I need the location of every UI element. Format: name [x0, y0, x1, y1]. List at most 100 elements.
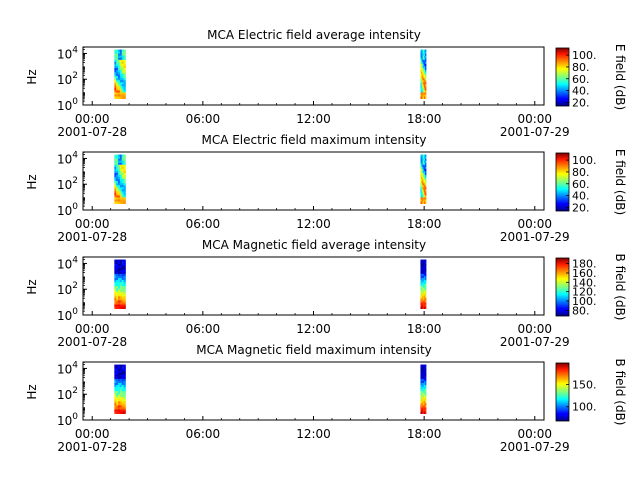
- spectrogram-cell: [121, 368, 124, 372]
- spectrogram-cell: [421, 49, 423, 53]
- spectrogram-cell: [422, 90, 424, 93]
- spectrogram-cell: [123, 261, 126, 265]
- spectrogram-cell: [424, 395, 426, 398]
- spectrogram-cell: [420, 296, 422, 299]
- spectrogram-cell: [421, 302, 423, 305]
- panel-title: MCA Magnetic field average intensity: [202, 238, 426, 252]
- spectrogram-cell: [421, 53, 423, 57]
- spectrogram-cell: [118, 294, 121, 297]
- spectrogram-cell: [425, 284, 427, 287]
- spectrogram-cell: [116, 393, 119, 396]
- spectrogram-cell: [119, 409, 123, 412]
- spectrogram-cell: [424, 51, 426, 55]
- spectrogram-cell: [422, 298, 424, 301]
- spectrogram-cell: [422, 49, 424, 53]
- spectrogram-cell: [121, 61, 124, 65]
- spectrogram-cell: [421, 199, 423, 202]
- spectrogram-cell: [423, 170, 425, 174]
- spectrogram-cell: [119, 259, 123, 263]
- spectrogram-cell: [425, 154, 427, 158]
- colorbar-ticks: 80.100.120.140.160.180.: [566, 258, 597, 317]
- burst-1: [420, 154, 427, 204]
- spectrogram-cell: [114, 401, 117, 404]
- spectrogram-cell: [422, 57, 424, 61]
- spectrogram-cell: [121, 166, 124, 170]
- spectrogram-cell: [424, 271, 426, 275]
- spectrogram-cell: [118, 399, 121, 402]
- spectrogram-cell: [123, 69, 126, 73]
- spectrogram-cell: [425, 275, 427, 279]
- spectrogram-cell: [116, 59, 119, 63]
- spectrogram-cell: [118, 300, 121, 303]
- spectrogram-cell: [420, 57, 422, 61]
- spectrogram-cell: [119, 403, 123, 406]
- spectrogram-cell: [118, 174, 121, 178]
- spectrogram-cell: [119, 290, 123, 293]
- spectrogram-cell: [425, 263, 427, 267]
- spectrogram-cell: [422, 156, 424, 160]
- spectrogram-cell: [425, 160, 427, 164]
- spectrogram-cell: [422, 74, 424, 77]
- spectrogram-cell: [422, 366, 424, 370]
- spectrogram-cell: [425, 271, 427, 275]
- spectrogram-cell: [116, 403, 119, 406]
- spectrogram-cell: [423, 384, 425, 388]
- spectrogram-cell: [118, 279, 121, 283]
- spectrogram-cell: [116, 306, 119, 309]
- spectrogram-cell: [119, 387, 123, 390]
- spectrogram-cell: [424, 399, 426, 402]
- spectrogram-cell: [423, 302, 425, 305]
- spectrogram-cell: [422, 197, 424, 200]
- spectrogram-cell: [118, 160, 121, 164]
- spectrogram-cell: [424, 181, 426, 184]
- spectrogram-cell: [422, 374, 424, 378]
- spectrogram-cell: [421, 296, 423, 299]
- spectrogram-cell: [424, 259, 426, 263]
- spectrogram-cell: [123, 88, 126, 91]
- spectrogram-cell: [422, 296, 424, 299]
- spectrogram-cell: [424, 277, 426, 281]
- spectrogram-cell: [116, 199, 119, 202]
- spectrogram-cell: [123, 158, 126, 162]
- spectrogram-cell: [118, 269, 121, 273]
- spectrogram-cell: [425, 376, 427, 380]
- spectrogram-cell: [123, 401, 126, 404]
- spectrogram-cell: [116, 168, 119, 172]
- spectrogram-cell: [121, 387, 124, 390]
- spectrogram-cell: [123, 179, 126, 182]
- spectrogram-cell: [421, 378, 423, 382]
- spectrogram-cell: [118, 88, 121, 91]
- spectrogram-cell: [123, 387, 126, 390]
- spectrogram-cell: [121, 271, 124, 275]
- spectrogram-cell: [424, 53, 426, 57]
- spectrogram-cell: [123, 96, 126, 99]
- spectrogram-cell: [119, 55, 123, 59]
- spectrogram-cell: [114, 366, 117, 370]
- spectrogram-cell: [116, 189, 119, 192]
- spectrogram-cell: [421, 275, 423, 279]
- spectrogram-cell: [422, 72, 424, 75]
- spectrogram-cell: [421, 170, 423, 174]
- spectrogram-cell: [422, 187, 424, 190]
- spectrogram-cell: [123, 53, 126, 57]
- spectrogram-cell: [420, 177, 422, 180]
- spectrogram-cell: [116, 94, 119, 97]
- spectrogram-cell: [114, 261, 117, 265]
- colorbar-tick-label: 100.: [572, 49, 597, 62]
- spectrogram-cell: [118, 304, 121, 307]
- spectrogram-cell: [424, 84, 426, 87]
- spectrogram-cell: [121, 380, 124, 384]
- spectrogram-cell: [123, 384, 126, 388]
- spectrogram-cell: [118, 382, 121, 386]
- spectrogram-cell: [425, 172, 427, 176]
- spectrogram-cell: [423, 273, 425, 277]
- spectrogram-cell: [123, 263, 126, 267]
- x-tick-label: 06:00: [186, 112, 221, 126]
- spectrogram-cell: [422, 160, 424, 164]
- spectrogram-cell: [114, 199, 117, 202]
- spectrogram-cell: [425, 78, 427, 81]
- spectrogram-cell: [422, 364, 424, 368]
- spectrogram-cell: [424, 282, 426, 285]
- spectrogram-cell: [121, 154, 124, 158]
- spectrogram-cell: [420, 366, 422, 370]
